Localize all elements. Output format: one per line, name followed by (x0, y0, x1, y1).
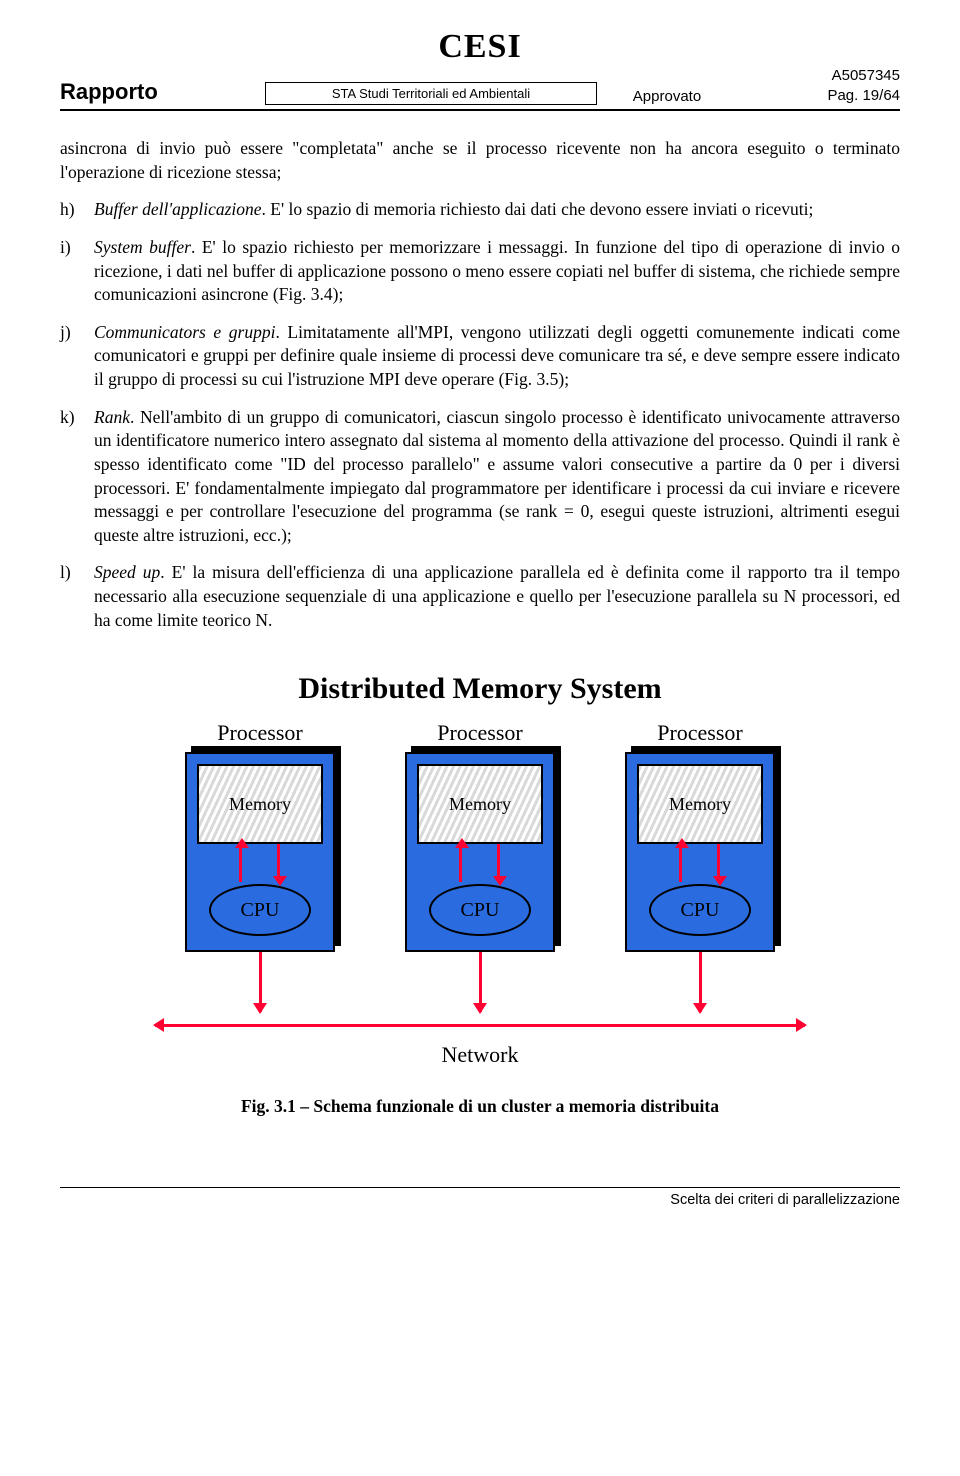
mem-cpu-arrows-icon (447, 842, 517, 884)
list-item: l) Speed up. E' la misura dell'efficienz… (60, 561, 900, 632)
list-item: i) System buffer. E' lo spazio richiesto… (60, 236, 900, 307)
proc-box: Memory CPU (185, 752, 335, 952)
processor-label: Processor (615, 720, 785, 746)
network-arrow-icon (155, 1024, 805, 1027)
item-term: Buffer dell'applicazione (94, 199, 262, 219)
item-letter: k) (60, 406, 94, 548)
network-label: Network (60, 1042, 900, 1068)
item-text: . E' lo spazio richiesto per memorizzare… (94, 237, 900, 304)
processor-label: Processor (395, 720, 565, 746)
page-footer: Scelta dei criteri di parallelizzazione (60, 1187, 900, 1208)
item-letter: l) (60, 561, 94, 632)
item-text: . E' lo spazio di memoria richiesto dai … (262, 199, 814, 219)
memory-box: Memory (417, 764, 543, 844)
down-arrow-icon (259, 952, 262, 1012)
list-item: h) Buffer dell'applicazione. E' lo spazi… (60, 198, 900, 222)
cpu-box: CPU (649, 884, 751, 936)
item-letter: j) (60, 321, 94, 392)
item-term: Rank (94, 407, 130, 427)
rapporto-label: Rapporto (60, 79, 265, 105)
processor-block: Processor Memory CPU (395, 720, 565, 1012)
item-text: . Nell'ambito di un gruppo di comunicato… (94, 407, 900, 545)
list-item: k) Rank. Nell'ambito di un gruppo di com… (60, 406, 900, 548)
processor-label: Processor (175, 720, 345, 746)
memory-label: Memory (449, 794, 511, 815)
header-subtitle-box: STA Studi Territoriali ed Ambientali (265, 82, 597, 105)
processor-row: Processor Memory CPU Processor (60, 720, 900, 1012)
down-arrow-icon (699, 952, 702, 1012)
item-letter: i) (60, 236, 94, 307)
down-arrow-icon (479, 952, 482, 1012)
doc-code: A5057345 (737, 66, 900, 86)
proc-box: Memory CPU (625, 752, 775, 952)
approvato-label: Approvato (597, 88, 737, 105)
memory-label: Memory (669, 794, 731, 815)
figure-caption: Fig. 3.1 – Schema funzionale di un clust… (60, 1096, 900, 1117)
diagram-title: Distributed Memory System (60, 672, 900, 706)
list-item: j) Communicators e gruppi. Limitatamente… (60, 321, 900, 392)
body-text: asincrona di invio può essere "completat… (60, 137, 900, 632)
memory-label: Memory (229, 794, 291, 815)
item-text: . E' la misura dell'efficienza di una ap… (94, 562, 900, 629)
item-term: Speed up (94, 562, 160, 582)
memory-box: Memory (197, 764, 323, 844)
cpu-label: CPU (681, 899, 720, 922)
intro-paragraph: asincrona di invio può essere "completat… (60, 137, 900, 184)
cpu-label: CPU (461, 899, 500, 922)
cpu-box: CPU (209, 884, 311, 936)
page-number: Pag. 19/64 (737, 86, 900, 106)
mem-cpu-arrows-icon (667, 842, 737, 884)
item-letter: h) (60, 198, 94, 222)
cpu-box: CPU (429, 884, 531, 936)
definition-list: h) Buffer dell'applicazione. E' lo spazi… (60, 198, 900, 632)
item-term: System buffer (94, 237, 191, 257)
network-line (155, 1016, 805, 1036)
page-header: CESI Rapporto STA Studi Territoriali ed … (60, 28, 900, 111)
item-term: Communicators e gruppi (94, 322, 275, 342)
diagram: Distributed Memory System Processor Memo… (60, 672, 900, 1117)
processor-block: Processor Memory CPU (615, 720, 785, 1012)
proc-box: Memory CPU (405, 752, 555, 952)
processor-block: Processor Memory CPU (175, 720, 345, 1012)
mem-cpu-arrows-icon (227, 842, 297, 884)
memory-box: Memory (637, 764, 763, 844)
cpu-label: CPU (241, 899, 280, 922)
logo: CESI (60, 28, 900, 66)
header-right: A5057345 Pag. 19/64 (737, 66, 900, 105)
